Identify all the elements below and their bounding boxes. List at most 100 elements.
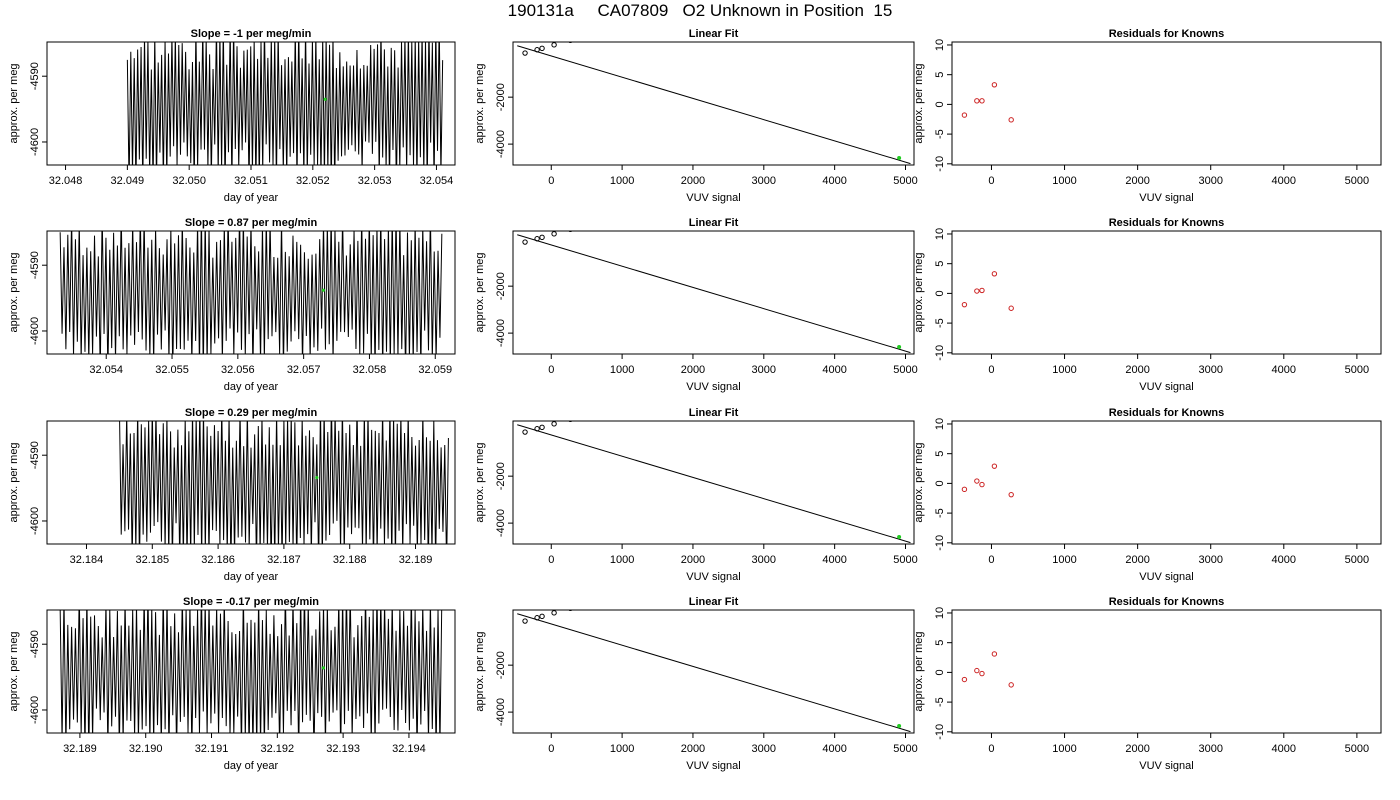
y-axis-label: approx. per meg: [913, 63, 925, 143]
panel-title: Linear Fit: [689, 28, 739, 40]
page-title: 190131a CA07809 O2 Unknown in Position 1…: [507, 1, 893, 20]
plot-frame: [951, 420, 1382, 545]
known-point: [568, 42, 573, 44]
panel-fit-0: Linear Fit 0 1000 2000 3000 4000 5000 -2000 -400…: [474, 28, 918, 204]
panel-fit-3: Linear Fit 0 1000 2000 3000 4000 5000 -2000 -400…: [474, 596, 918, 772]
y-tick-label: -5: [934, 508, 946, 518]
x-tick-label: 32.051: [234, 175, 268, 187]
residual-point: [979, 98, 985, 104]
plot-frame: [512, 609, 915, 734]
y-axis-label: approx. per meg: [474, 442, 486, 522]
x-tick-label: 5000: [893, 364, 917, 376]
known-point: [534, 615, 540, 621]
panel-title: Residuals for Knowns: [1109, 28, 1225, 40]
panel-line-0: Slope = -1 per meg/min 32.048 32.049 32.050…: [8, 28, 456, 204]
x-tick-label: 32.054: [420, 175, 454, 187]
y-tick-label: -5: [934, 129, 946, 139]
plot-area: [517, 42, 911, 165]
x-tick-label: 32.194: [392, 743, 426, 755]
panel-title: Slope = -0.17 per meg/min: [183, 596, 319, 608]
x-tick-label: 0: [548, 175, 554, 187]
residual-point: [991, 82, 998, 88]
unknown-point: [897, 724, 902, 729]
y-axis-label: approx. per meg: [8, 631, 20, 711]
y-tick-label: 5: [934, 451, 946, 457]
panel-res-3: Residuals for Knowns 0 1000 2000 3000 4000 500…: [913, 596, 1382, 772]
plot-area: [59, 231, 443, 354]
y-tick-label: -10: [934, 535, 946, 551]
y-tick-label: -2000: [495, 83, 507, 111]
y-tick-label: -5: [934, 697, 946, 707]
x-tick-label: 2000: [1125, 743, 1149, 755]
plot-frame: [951, 41, 1382, 166]
x-tick-label: 32.192: [260, 743, 294, 755]
data-trace: [126, 42, 444, 165]
x-tick-label: 4000: [822, 175, 846, 187]
y-tick-label: -4600: [29, 507, 41, 535]
panel-res-0: Residuals for Knowns 0 1000 2000 3000 4000 500…: [913, 28, 1382, 204]
known-point: [539, 424, 545, 431]
x-tick-label: 32.189: [399, 554, 433, 566]
y-tick-label: -4000: [495, 509, 507, 537]
unknown-marker: [321, 288, 325, 292]
x-tick-label: 1000: [1052, 175, 1076, 187]
unknown-point: [897, 535, 902, 540]
x-tick-label: 32.185: [135, 554, 169, 566]
x-tick-label: 1000: [1052, 364, 1076, 376]
residual-point: [991, 271, 998, 277]
y-tick-label: -4590: [29, 630, 41, 658]
residual-point: [961, 486, 968, 493]
x-tick-label: 4000: [822, 364, 846, 376]
x-tick-label: 5000: [1345, 364, 1369, 376]
y-axis-label: approx. per meg: [8, 63, 20, 143]
plot-area: [961, 651, 1014, 688]
x-tick-label: 0: [988, 175, 994, 187]
y-axis-label: approx. per meg: [8, 442, 20, 522]
y-tick-label: 10: [934, 418, 946, 430]
x-axis-label: VUV signal: [1139, 571, 1193, 583]
panel-title: Slope = 0.29 per meg/min: [185, 407, 318, 419]
known-point: [534, 426, 540, 432]
y-axis-label: approx. per meg: [913, 442, 925, 522]
y-tick-label: -10: [934, 345, 946, 361]
known-point: [568, 421, 573, 423]
fit-line: [517, 234, 911, 354]
known-point: [539, 613, 545, 620]
x-tick-label: 1000: [610, 554, 634, 566]
x-tick-label: 2000: [1125, 175, 1149, 187]
x-tick-label: 32.049: [111, 175, 145, 187]
unknown-marker: [323, 97, 327, 101]
plot-frame: [46, 609, 456, 734]
x-tick-label: 2000: [681, 175, 705, 187]
residual-point: [1008, 305, 1014, 311]
x-tick-label: 4000: [822, 743, 846, 755]
data-trace: [119, 421, 449, 544]
residual-point: [974, 288, 980, 294]
x-tick-label: 32.191: [195, 743, 229, 755]
y-axis-label: approx. per meg: [913, 631, 925, 711]
panel-title: Slope = 0.87 per meg/min: [185, 217, 318, 229]
x-tick-label: 1000: [1052, 743, 1076, 755]
plot-frame: [512, 230, 915, 355]
data-trace: [59, 231, 443, 354]
y-tick-label: -4590: [29, 441, 41, 469]
panel-title: Residuals for Knowns: [1109, 217, 1225, 229]
x-tick-label: 0: [548, 554, 554, 566]
y-tick-label: -2000: [495, 462, 507, 490]
y-axis-label: approx. per meg: [474, 631, 486, 711]
known-point: [568, 610, 573, 612]
known-point: [551, 42, 557, 48]
known-point: [522, 618, 528, 624]
x-tick-label: 32.053: [358, 175, 392, 187]
panel-title: Linear Fit: [689, 596, 739, 608]
x-tick-label: 32.056: [221, 364, 255, 376]
plot-frame: [951, 609, 1382, 734]
x-tick-label: 0: [988, 554, 994, 566]
x-axis-label: VUV signal: [686, 760, 740, 772]
x-tick-label: 32.187: [267, 554, 301, 566]
residual-point: [991, 651, 998, 657]
known-point: [551, 231, 557, 237]
x-tick-label: 5000: [1345, 554, 1369, 566]
y-tick-label: -4590: [29, 62, 41, 90]
